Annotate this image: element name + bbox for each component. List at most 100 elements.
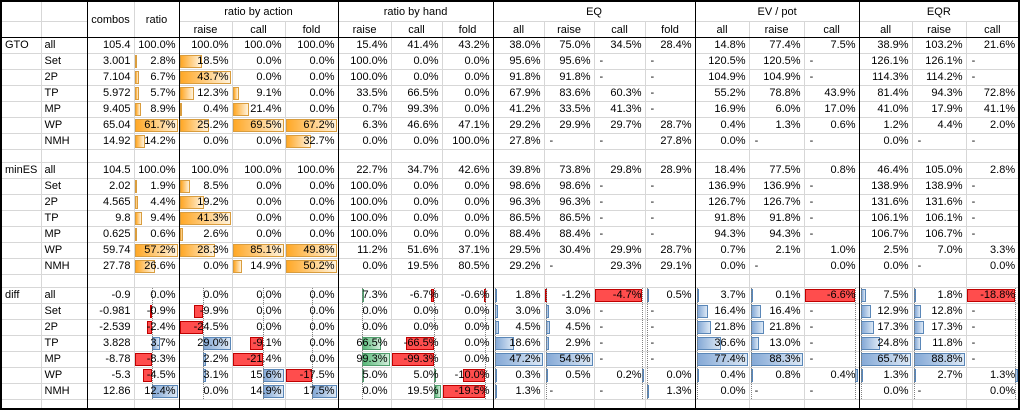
cell-diff-TP-ev-call[interactable]: -: [803, 335, 860, 352]
cell-diff-WP-eqr-raise[interactable]: 2.7%: [911, 367, 967, 384]
cell-diff-all-act-call[interactable]: 0.0%: [231, 287, 286, 304]
cell-diff-TP-act-call[interactable]: -9.1%: [231, 335, 286, 352]
cell-diff-all-act-fold[interactable]: 0.0%: [284, 287, 339, 304]
cell-minES-Set-ev-raise[interactable]: 136.9%: [748, 178, 805, 195]
cell-minES-MP-act-raise[interactable]: 2.6%: [178, 226, 233, 243]
cell-GTO-WP-ev-raise[interactable]: 1.3%: [748, 117, 805, 134]
cell-minES-NMH-ev-all[interactable]: 0.0%: [694, 258, 750, 275]
cell-diff-2P-ev-all[interactable]: 21.8%: [694, 319, 750, 336]
cell-diff-TP-ev-raise[interactable]: 13.0%: [748, 335, 805, 352]
cell-GTO-MP-eq-fold[interactable]: -: [644, 101, 696, 118]
cell-GTO-MP-eqr-all[interactable]: 41.0%: [858, 101, 913, 118]
cell-minES-NMH-eq-all[interactable]: 29.2%: [492, 258, 545, 275]
cell-GTO-TP-act-raise[interactable]: 12.3%: [178, 85, 233, 102]
corner-cell[interactable]: [40, 0, 88, 22]
cell-diff-TP-hand-call[interactable]: -66.5%: [390, 335, 443, 352]
cell-diff-MP-ratio[interactable]: -8.3%: [133, 351, 180, 368]
cell-minES-all-eq-call[interactable]: 29.8%: [593, 162, 646, 179]
cell-diff-WP-eq-raise[interactable]: 0.5%: [543, 367, 595, 384]
cell-minES-TP-eqr-all[interactable]: 106.1%: [858, 210, 913, 227]
cell-minES-Set-eq-raise[interactable]: 98.6%: [543, 178, 595, 195]
cell-minES-WP-ratio[interactable]: 57.2%: [133, 242, 180, 259]
cell-GTO-2P-eq-all[interactable]: 91.8%: [492, 69, 545, 86]
cell-minES-2P-hand-raise[interactable]: 100.0%: [337, 194, 392, 211]
cell-diff-MP-eqr-call[interactable]: -: [965, 351, 1020, 368]
cell-minES-TP-eq-raise[interactable]: 86.5%: [543, 210, 595, 227]
cell-diff-all-eqr-call[interactable]: -18.8%: [965, 287, 1020, 304]
cell-diff-2P-hand-call[interactable]: 0.0%: [390, 319, 443, 336]
cell-GTO-NMH-act-raise[interactable]: 0.0%: [178, 133, 233, 150]
cell-minES-all-eqr-raise[interactable]: 105.0%: [911, 162, 967, 179]
cell-minES-Set-ev-all[interactable]: 136.9%: [694, 178, 750, 195]
cell-GTO-TP-eq-fold[interactable]: -: [644, 85, 696, 102]
header-group-ratio-by-hand[interactable]: ratio by hand: [337, 0, 494, 22]
cell-diff-NMH-ev-call[interactable]: -: [803, 383, 860, 400]
cell-diff-TP-hand-raise[interactable]: 66.5%: [337, 335, 392, 352]
cell-minES-TP-ev-all[interactable]: 91.8%: [694, 210, 750, 227]
section-label[interactable]: [0, 210, 42, 227]
cell-diff-Set-eqr-raise[interactable]: 12.8%: [911, 303, 967, 320]
cell-diff-Set-eq-all[interactable]: 3.0%: [492, 303, 545, 320]
row-label[interactable]: 2P: [40, 69, 88, 86]
cell-minES-all-eqr-all[interactable]: 46.4%: [858, 162, 913, 179]
cell-minES-Set-eq-fold[interactable]: -: [644, 178, 696, 195]
cell-GTO-WP-eqr-all[interactable]: 1.2%: [858, 117, 913, 134]
cell-GTO-NMH-act-call[interactable]: 0.0%: [231, 133, 286, 150]
cell-GTO-WP-eqr-raise[interactable]: 4.4%: [911, 117, 967, 134]
cell-GTO-2P-eqr-raise[interactable]: 114.2%: [911, 69, 967, 86]
cell-minES-NMH-combos[interactable]: 27.78: [86, 258, 135, 275]
cell-diff-MP-hand-raise[interactable]: 99.3%: [337, 351, 392, 368]
cell-minES-Set-act-fold[interactable]: 0.0%: [284, 178, 339, 195]
subheader-hand-call[interactable]: call: [390, 21, 443, 38]
cell-diff-TP-eqr-call[interactable]: -: [965, 335, 1020, 352]
cell-diff-2P-eq-raise[interactable]: 4.5%: [543, 319, 595, 336]
cell-diff-2P-eqr-all[interactable]: 17.3%: [858, 319, 913, 336]
cell-minES-WP-act-raise[interactable]: 28.3%: [178, 242, 233, 259]
cell-GTO-NMH-eqr-call[interactable]: -: [965, 133, 1020, 150]
cell-diff-all-eq-call[interactable]: -4.7%: [593, 287, 646, 304]
cell-diff-NMH-eq-call[interactable]: -: [593, 383, 646, 400]
cell-GTO-MP-act-call[interactable]: 21.4%: [231, 101, 286, 118]
subheader-eq-all[interactable]: all: [492, 21, 545, 38]
cell-diff-MP-act-raise[interactable]: 2.2%: [178, 351, 233, 368]
row-label[interactable]: Set: [40, 303, 88, 320]
cell-minES-Set-eqr-call[interactable]: -: [965, 178, 1020, 195]
cell-minES-NMH-eqr-all[interactable]: 0.0%: [858, 258, 913, 275]
section-label[interactable]: [0, 53, 42, 70]
cell-GTO-TP-eqr-all[interactable]: 81.4%: [858, 85, 913, 102]
cell-GTO-2P-act-raise[interactable]: 43.7%: [178, 69, 233, 86]
cell-minES-NMH-act-raise[interactable]: 0.0%: [178, 258, 233, 275]
subheader-act-fold[interactable]: fold: [284, 21, 339, 38]
cell-diff-2P-act-fold[interactable]: 0.0%: [284, 319, 339, 336]
subheader-act-call[interactable]: call: [231, 21, 286, 38]
cell-minES-Set-ratio[interactable]: 1.9%: [133, 178, 180, 195]
cell-minES-Set-combos[interactable]: 2.02: [86, 178, 135, 195]
cell-diff-2P-eq-fold[interactable]: -: [644, 319, 696, 336]
cell-GTO-TP-hand-raise[interactable]: 33.5%: [337, 85, 392, 102]
cell-diff-Set-eq-fold[interactable]: -: [644, 303, 696, 320]
cell-minES-NMH-ev-raise[interactable]: -: [748, 258, 805, 275]
section-label[interactable]: [0, 319, 42, 336]
cell-minES-2P-act-raise[interactable]: 19.2%: [178, 194, 233, 211]
cell-GTO-2P-ratio[interactable]: 6.7%: [133, 69, 180, 86]
cell-minES-MP-eq-all[interactable]: 88.4%: [492, 226, 545, 243]
cell-minES-TP-eqr-raise[interactable]: 106.1%: [911, 210, 967, 227]
cell-GTO-Set-eqr-call[interactable]: -: [965, 53, 1020, 70]
header-ratio[interactable]: ratio: [133, 0, 180, 38]
cell-minES-all-ratio[interactable]: 100.0%: [133, 162, 180, 179]
cell-GTO-2P-act-fold[interactable]: 0.0%: [284, 69, 339, 86]
cell-minES-TP-act-call[interactable]: 0.0%: [231, 210, 286, 227]
header-group-ev-pot[interactable]: EV / pot: [694, 0, 860, 22]
cell-diff-2P-hand-fold[interactable]: 0.0%: [441, 319, 494, 336]
cell-GTO-all-eq-raise[interactable]: 75.0%: [543, 37, 595, 54]
cell-minES-NMH-eq-fold[interactable]: 29.1%: [644, 258, 696, 275]
cell-GTO-WP-combos[interactable]: 65.04: [86, 117, 135, 134]
cell-diff-MP-eqr-all[interactable]: 65.7%: [858, 351, 913, 368]
cell-GTO-TP-act-call[interactable]: 9.1%: [231, 85, 286, 102]
cell-diff-TP-act-raise[interactable]: 29.0%: [178, 335, 233, 352]
cell-GTO-Set-act-call[interactable]: 0.0%: [231, 53, 286, 70]
cell-diff-all-combos[interactable]: -0.9: [86, 287, 135, 304]
cell-GTO-MP-ev-raise[interactable]: 6.0%: [748, 101, 805, 118]
cell-diff-NMH-act-call[interactable]: 14.9%: [231, 383, 286, 400]
cell-minES-TP-hand-call[interactable]: 0.0%: [390, 210, 443, 227]
